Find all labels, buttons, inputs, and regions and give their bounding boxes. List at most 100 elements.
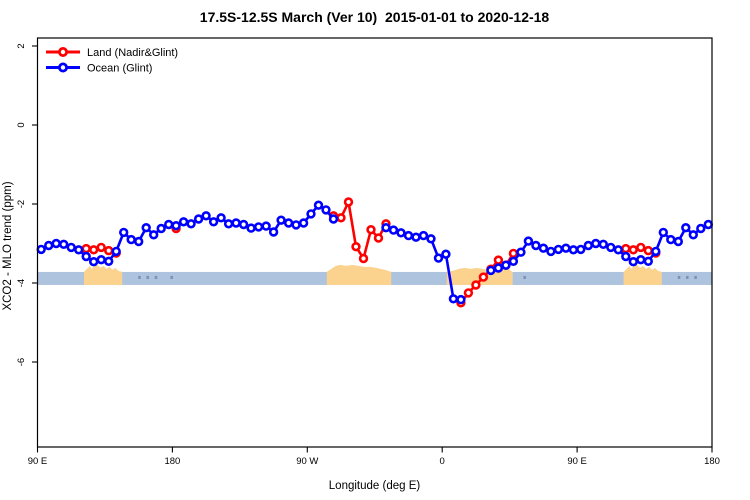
data-point [613,245,623,255]
data-point [103,245,114,256]
data-point [231,218,241,228]
map-strip-land [326,271,392,285]
x-tick-label: 90 E [567,456,587,467]
data-point [688,230,698,240]
data-point [388,225,399,235]
data-point [343,197,354,207]
data-point [96,242,106,253]
data-point [673,236,683,247]
map-strip-land [83,271,123,285]
data-point [216,213,226,223]
data-point [441,249,451,259]
data-point [66,242,76,253]
island-speck [154,275,158,279]
data-point [373,233,384,243]
x-tick-label: 90 E [28,456,48,467]
x-axis-label: Longitude (deg E) [329,480,421,492]
data-point [501,260,511,270]
legend-marker [58,47,69,58]
island-speck [686,275,689,279]
data-point [223,219,234,229]
plot-border [36,37,713,448]
y-tick-label: 2 [16,43,27,48]
legend-label: Land (Nadir&Glint) [87,47,178,59]
data-point [88,257,99,267]
data-point [134,236,144,247]
chart-title: 17.5S-12.5S March (Ver 10) 2015-01-01 to… [200,9,550,25]
land-topography [326,264,392,272]
data-point [531,240,541,251]
y-tick-label: -2 [16,200,27,208]
data-point [149,230,159,240]
x-tick-label: 0 [440,456,445,467]
map-strip-land [623,271,662,285]
data-point [328,214,339,224]
data-point [178,217,189,227]
data-point [636,242,646,253]
data-point [538,243,549,253]
x-axis-ticks: 90 E 180 90 W 0 90 E 180 [28,447,720,467]
data-point [201,211,211,221]
data-point [351,242,361,252]
data-point [51,238,61,249]
data-point [696,223,706,234]
island-speck [146,275,149,279]
data-point [643,256,653,266]
data-point [291,220,301,230]
data-point [396,228,406,238]
legend-label: Ocean (Glint) [87,63,152,75]
island-speck [138,275,141,279]
data-point [546,246,556,257]
data-point [313,200,324,210]
data-point [523,236,534,246]
data-point [411,232,421,242]
series-line [490,223,709,272]
data-point [463,288,474,298]
data-point [643,245,653,256]
data-point [253,222,264,232]
y-tick-label: -4 [16,279,27,287]
data-point [568,245,579,255]
ocean-series [36,200,713,305]
data-point [606,242,616,253]
data-point [651,246,661,257]
data-point [448,294,459,304]
data-point [561,243,571,253]
data-point [171,221,181,231]
data-point [621,243,631,254]
data-point [666,234,676,245]
data-point [298,218,309,228]
x-tick-label: 90 W [296,456,318,467]
data-point [508,248,519,259]
data-point [478,272,489,282]
data-point [366,225,376,235]
data-point [508,256,519,266]
data-point [268,227,279,237]
data-point [591,238,601,249]
data-point [418,230,429,241]
legend-marker [58,62,69,73]
data-point [336,213,346,223]
data-point [276,215,286,225]
data-point [126,234,136,245]
x-tick-label: 180 [704,456,720,467]
data-point [471,280,481,290]
data-point [598,239,608,250]
data-point [426,234,436,244]
data-point [81,243,91,254]
island-speck [523,275,526,279]
y-axis-ticks: 2 0 -2 -4 -6 [16,43,38,366]
data-point [96,255,106,265]
data-point [493,263,504,273]
x-tick-label: 180 [164,456,180,467]
y-tick-label: -6 [16,358,27,366]
y-axis-label: XCO2 - MLO trend (ppm) [2,181,14,310]
data-point [111,246,121,257]
data-point [628,257,638,267]
data-point [73,245,84,255]
island-speck [677,275,681,279]
data-point [621,251,631,262]
data-point [636,255,646,265]
